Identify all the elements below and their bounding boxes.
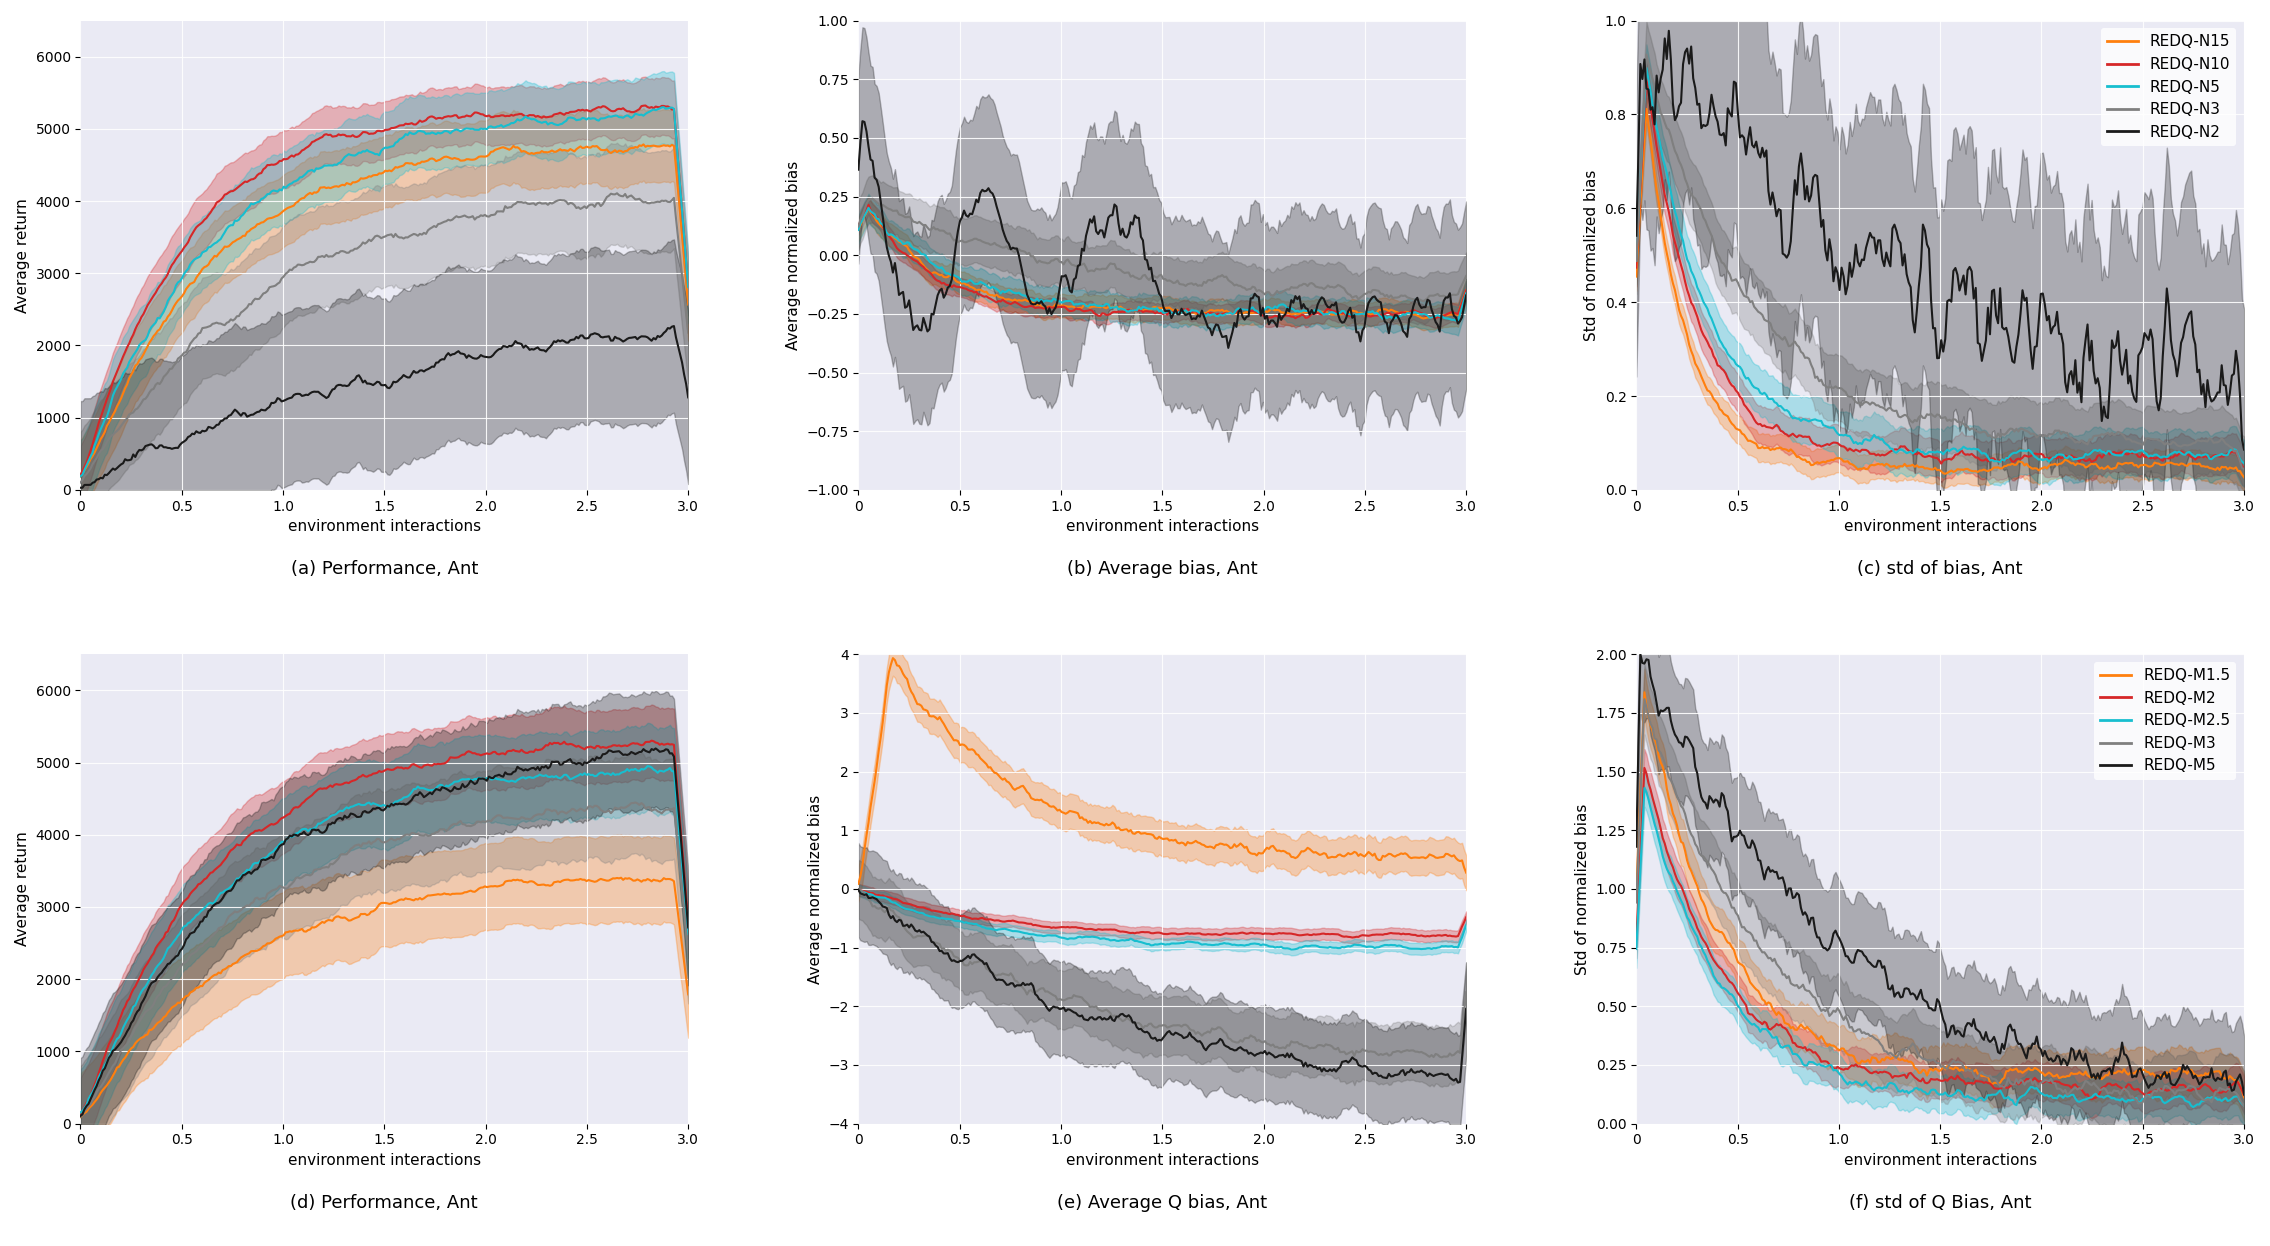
Text: (b) Average bias, Ant: (b) Average bias, Ant <box>1067 561 1258 578</box>
Y-axis label: Std of normalized bias: Std of normalized bias <box>1575 804 1591 974</box>
X-axis label: environment interactions: environment interactions <box>1843 1153 2036 1168</box>
Y-axis label: Average return: Average return <box>16 831 30 946</box>
X-axis label: environment interactions: environment interactions <box>1843 520 2036 535</box>
X-axis label: environment interactions: environment interactions <box>1065 1153 1260 1168</box>
Legend: REDQ-N15, REDQ-N10, REDQ-N5, REDQ-N3, REDQ-N2: REDQ-N15, REDQ-N10, REDQ-N5, REDQ-N3, RE… <box>2102 29 2236 146</box>
Text: (d) Performance, Ant: (d) Performance, Ant <box>291 1194 479 1212</box>
Y-axis label: Average normalized bias: Average normalized bias <box>808 794 822 983</box>
X-axis label: environment interactions: environment interactions <box>1065 520 1260 535</box>
Text: (e) Average Q bias, Ant: (e) Average Q bias, Ant <box>1058 1194 1267 1212</box>
Y-axis label: Average normalized bias: Average normalized bias <box>785 161 801 350</box>
Text: (f) std of Q Bias, Ant: (f) std of Q Bias, Ant <box>1850 1194 2032 1212</box>
X-axis label: environment interactions: environment interactions <box>288 520 481 535</box>
X-axis label: environment interactions: environment interactions <box>288 1153 481 1168</box>
Y-axis label: Average return: Average return <box>16 198 30 313</box>
Text: (a) Performance, Ant: (a) Performance, Ant <box>291 561 479 578</box>
Y-axis label: Std of normalized bias: Std of normalized bias <box>1584 169 1598 341</box>
Legend: REDQ-M1.5, REDQ-M2, REDQ-M2.5, REDQ-M3, REDQ-M5: REDQ-M1.5, REDQ-M2, REDQ-M2.5, REDQ-M3, … <box>2095 662 2236 780</box>
Text: (c) std of bias, Ant: (c) std of bias, Ant <box>1857 561 2023 578</box>
